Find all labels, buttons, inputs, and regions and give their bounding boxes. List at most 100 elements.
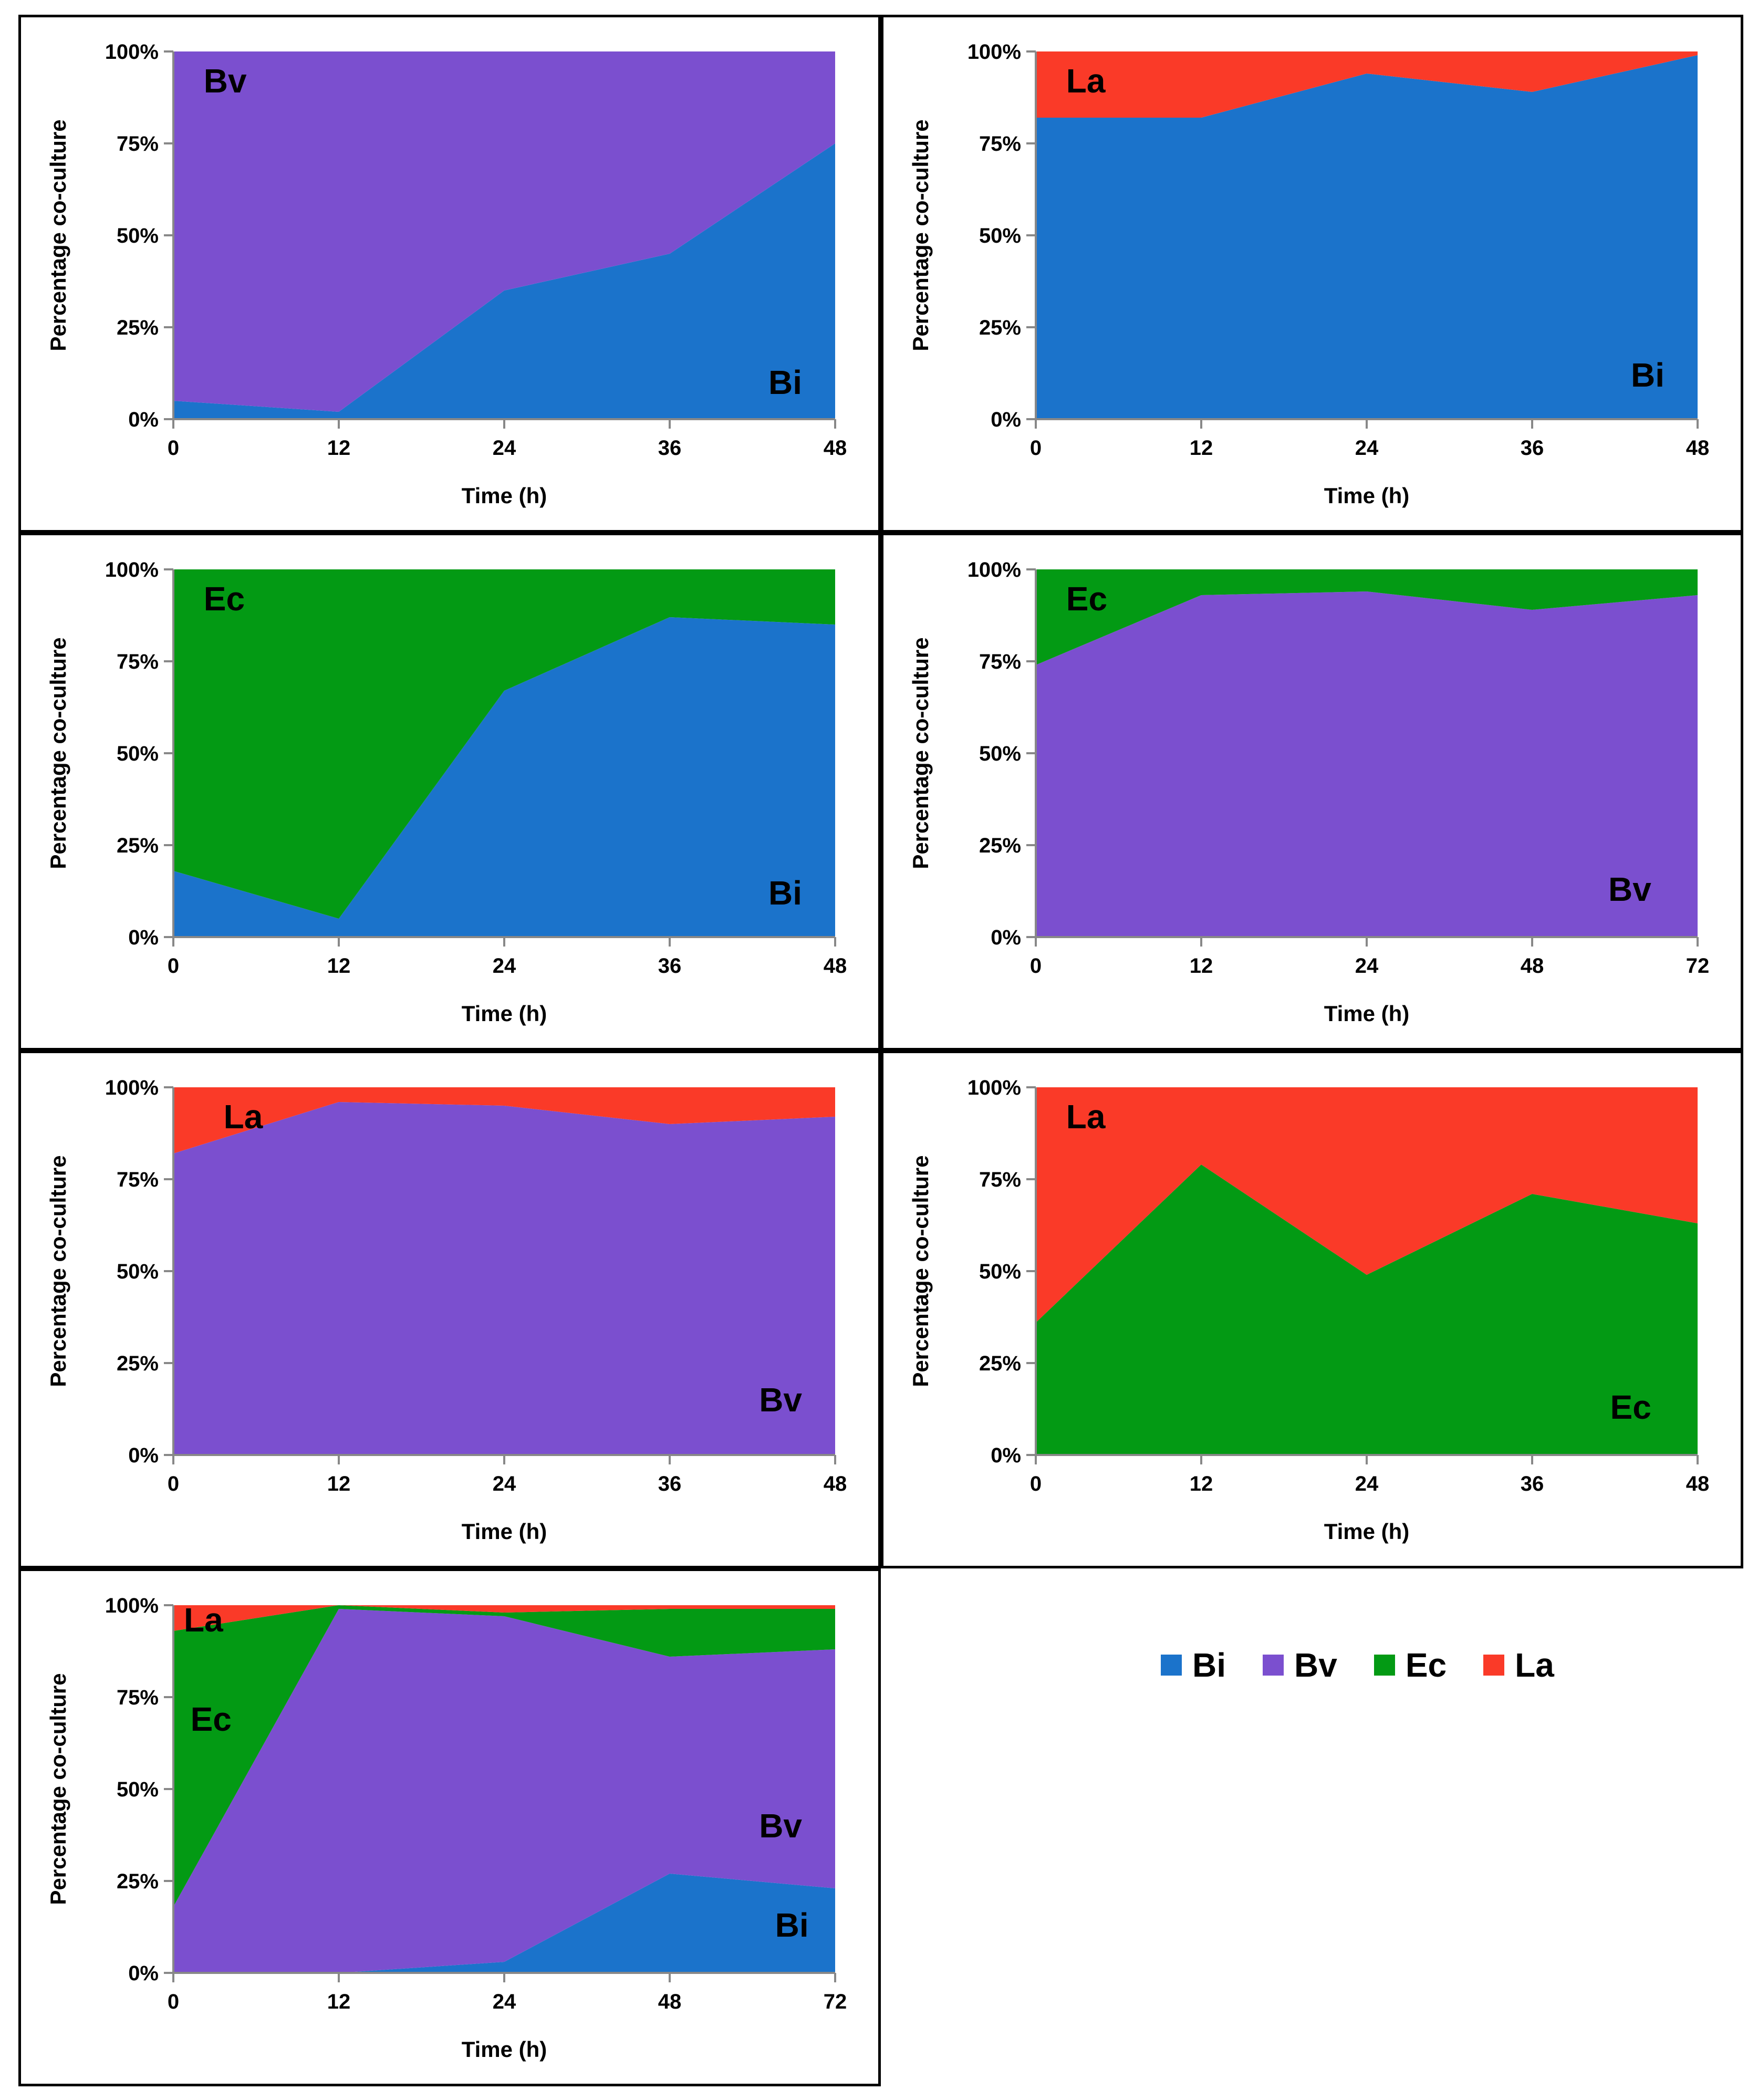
chart-panel-bi-ec: 0% 25% 50% 75% 100% 0 12 24 36 48 Time (h) Percenta… — [18, 533, 881, 1051]
series-annotation-ec: Ec — [1066, 580, 1107, 618]
series-annotation-la: La — [1066, 62, 1106, 100]
area-series-bi — [1036, 55, 1698, 419]
area-series-bv — [173, 1609, 835, 1973]
area-chart: 0% 25% 50% 75% 100% 0 12 24 36 48 Time (h) Percenta… — [908, 40, 1710, 508]
y-tick-label: 0% — [128, 408, 159, 431]
x-axis-title: Time (h) — [462, 1519, 547, 1544]
y-tick-label: 75% — [117, 650, 159, 673]
y-tick-label: 100% — [105, 40, 159, 64]
x-tick-label: 72 — [1686, 954, 1710, 978]
y-tick-label: 75% — [979, 1168, 1021, 1191]
x-axis-title: Time (h) — [1324, 1519, 1410, 1544]
x-tick-label: 48 — [824, 1472, 847, 1495]
chart-panel-bv-ec: 0% 25% 50% 75% 100% 0 12 24 48 72 Time (h) Percenta… — [881, 533, 1743, 1051]
y-tick-label: 100% — [968, 558, 1021, 581]
legend-swatch — [1161, 1655, 1182, 1676]
legend-label: La — [1515, 1646, 1554, 1684]
x-tick-label: 36 — [658, 954, 682, 978]
series-annotation-ec: Ec — [204, 580, 245, 618]
area-series-bi — [173, 1874, 835, 1973]
y-axis-title: Percentage co-culture — [908, 637, 933, 869]
x-tick-label: 0 — [168, 436, 179, 460]
y-tick-label: 75% — [979, 650, 1021, 673]
x-tick-label: 12 — [1190, 436, 1213, 460]
y-tick-label: 50% — [979, 224, 1021, 247]
series-annotation-ec: Ec — [1610, 1388, 1651, 1426]
x-tick-label: 24 — [1355, 1472, 1379, 1495]
x-axis-title: Time (h) — [462, 2037, 547, 2062]
x-tick-label: 36 — [658, 436, 682, 460]
y-tick-label: 0% — [128, 926, 159, 949]
y-tick-label: 0% — [991, 1444, 1021, 1467]
y-axis-title: Percentage co-culture — [46, 1155, 70, 1387]
area-series-ec — [1036, 1165, 1698, 1455]
series-annotation-ec: Ec — [191, 1700, 232, 1738]
chart-panel-bv-la: 0% 25% 50% 75% 100% 0 12 24 36 48 Time (h) Percenta… — [18, 1051, 881, 1568]
x-tick-label: 24 — [1355, 954, 1379, 978]
y-tick-label: 25% — [117, 1352, 159, 1375]
y-tick-label: 25% — [979, 1352, 1021, 1375]
series-annotation-bv: Bv — [204, 62, 247, 100]
x-tick-label: 48 — [824, 436, 847, 460]
area-chart: 0% 25% 50% 75% 100% 0 12 24 36 48 Time (h) Percenta… — [46, 1076, 847, 1544]
y-tick-label: 100% — [105, 1594, 159, 1617]
area-chart: 0% 25% 50% 75% 100% 0 12 24 48 72 Time (h) Percenta… — [46, 1594, 847, 2062]
x-tick-label: 0 — [1030, 954, 1042, 978]
y-axis-title: Percentage co-culture — [908, 1155, 933, 1387]
chart-panel-ec-la: 0% 25% 50% 75% 100% 0 12 24 36 48 Time (h) Percenta… — [881, 1051, 1743, 1568]
x-tick-label: 24 — [1355, 436, 1379, 460]
y-tick-label: 100% — [105, 1076, 159, 1099]
y-tick-label: 50% — [117, 742, 159, 765]
y-axis-title: Percentage co-culture — [46, 637, 70, 869]
y-tick-label: 25% — [117, 316, 159, 339]
area-series-bi — [173, 617, 835, 937]
y-tick-label: 25% — [979, 834, 1021, 857]
legend-swatch — [1374, 1655, 1395, 1676]
chart-panel-bi-la: 0% 25% 50% 75% 100% 0 12 24 36 48 Time (h) Percenta… — [881, 15, 1743, 533]
area-series-la — [173, 1605, 835, 1631]
area-series-ec — [1036, 569, 1698, 665]
y-tick-label: 75% — [117, 132, 159, 155]
legend-swatch — [1263, 1655, 1284, 1676]
x-tick-label: 48 — [658, 1990, 682, 2013]
area-chart: 0% 25% 50% 75% 100% 0 12 24 48 72 Time (h) Percenta… — [908, 558, 1710, 1026]
x-tick-label: 24 — [493, 1472, 516, 1495]
x-tick-label: 48 — [1686, 436, 1710, 460]
x-tick-label: 48 — [1521, 954, 1544, 978]
x-tick-label: 48 — [1686, 1472, 1710, 1495]
series-annotation-la: La — [224, 1098, 263, 1136]
y-tick-label: 0% — [128, 1444, 159, 1467]
area-series-bv — [173, 1102, 835, 1455]
series-annotation-la: La — [184, 1601, 223, 1639]
y-tick-label: 50% — [979, 1260, 1021, 1283]
y-tick-label: 25% — [979, 316, 1021, 339]
y-tick-label: 75% — [979, 132, 1021, 155]
area-chart: 0% 25% 50% 75% 100% 0 12 24 36 48 Time (h) Percenta… — [46, 40, 847, 508]
series-annotation-bv: Bv — [759, 1381, 802, 1419]
y-tick-label: 100% — [968, 40, 1021, 64]
area-series-bv — [173, 51, 835, 412]
y-tick-label: 75% — [117, 1168, 159, 1191]
area-series-la — [1036, 1087, 1698, 1323]
legend-swatch — [1483, 1655, 1505, 1676]
series-annotation-bi: Bi — [768, 363, 802, 401]
y-tick-label: 50% — [117, 1778, 159, 1801]
y-tick-label: 0% — [128, 1962, 159, 1985]
area-series-bv — [1036, 591, 1698, 937]
legend-label: Ec — [1405, 1646, 1447, 1684]
y-tick-label: 100% — [968, 1076, 1021, 1099]
x-axis-title: Time (h) — [1324, 1001, 1410, 1026]
x-axis-title: Time (h) — [1324, 483, 1410, 508]
area-chart: 0% 25% 50% 75% 100% 0 12 24 36 48 Time (h) Percenta… — [908, 1076, 1710, 1544]
x-tick-label: 12 — [327, 1990, 351, 2013]
series-annotation-bi: Bi — [768, 874, 802, 912]
y-axis-title: Percentage co-culture — [908, 119, 933, 351]
x-tick-label: 12 — [327, 1472, 351, 1495]
legend-label: Bi — [1192, 1646, 1226, 1684]
x-tick-label: 0 — [168, 1472, 179, 1495]
y-tick-label: 50% — [979, 742, 1021, 765]
series-annotation-la: La — [1066, 1098, 1106, 1136]
x-axis-title: Time (h) — [462, 1001, 547, 1026]
area-chart: 0% 25% 50% 75% 100% 0 12 24 36 48 Time (h) Percenta… — [46, 558, 847, 1026]
y-tick-label: 50% — [117, 1260, 159, 1283]
